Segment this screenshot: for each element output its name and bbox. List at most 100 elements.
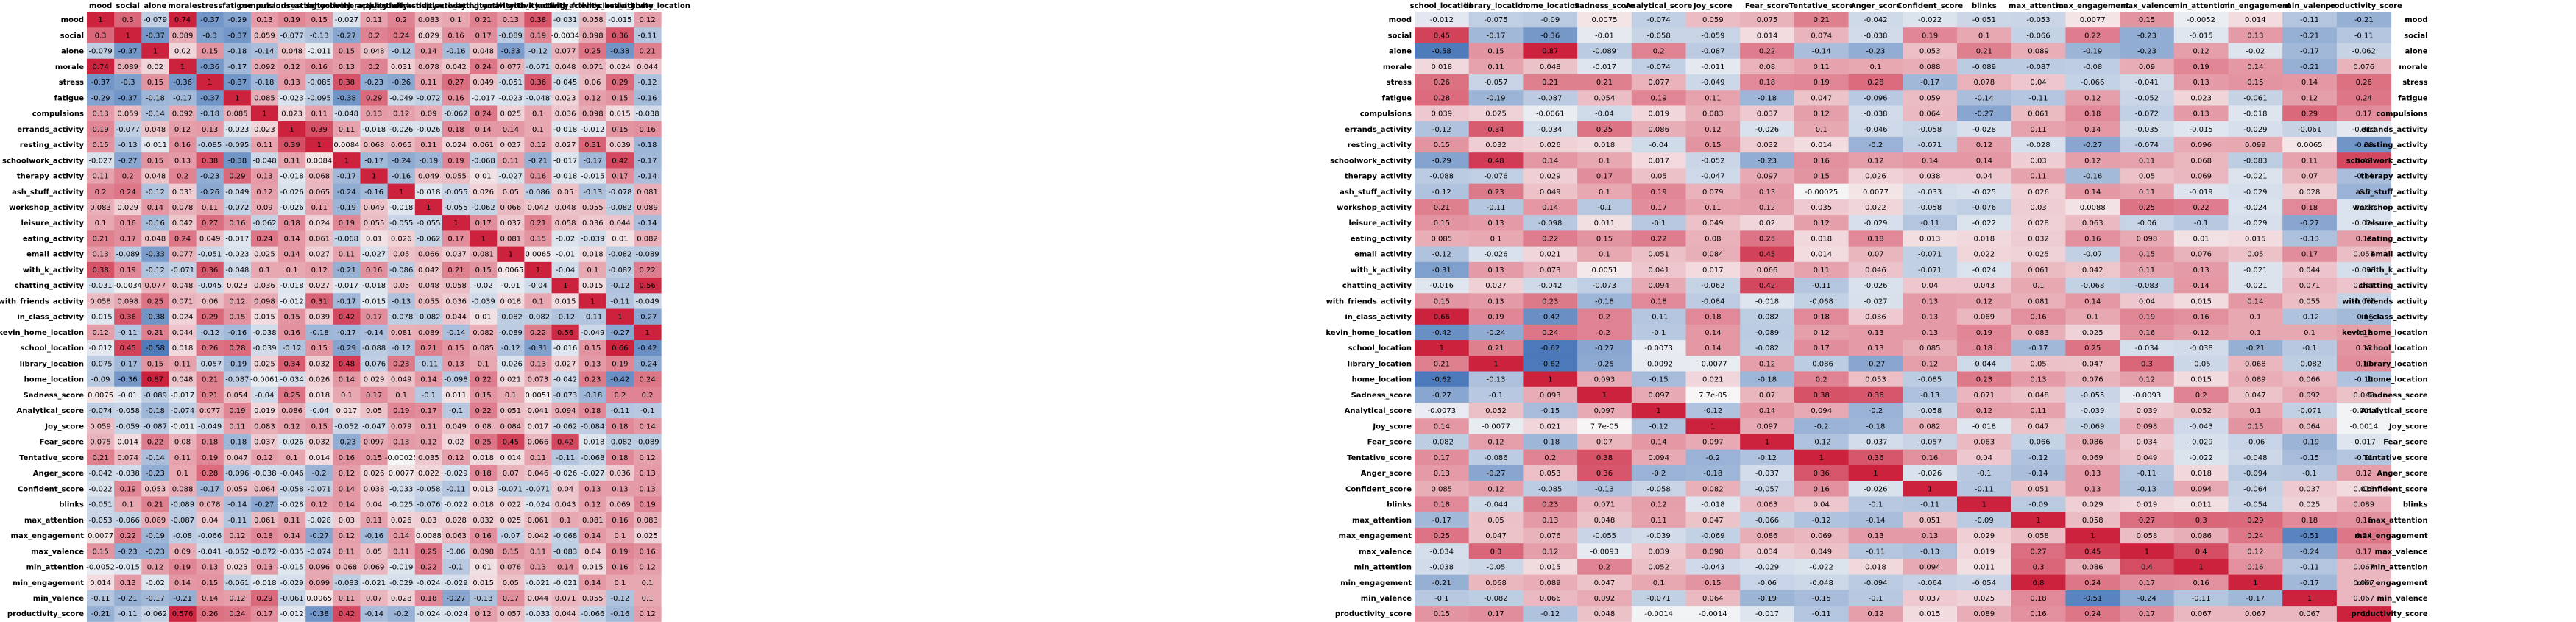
cell-value-label: -0.36 [1540,32,1560,40]
cell-value-label: 0.74 [174,16,191,24]
cell-value-label: 1 [262,110,266,119]
cell-value-label: 0.026 [308,376,330,384]
cell-value-label: 0.015 [254,314,275,322]
cell-value-label: 0.22 [475,376,492,384]
cell-value-label: 0.18 [1705,314,1721,322]
cell-value-label: 0.16 [1814,485,1830,493]
cell-value-label: 0.29 [256,595,272,603]
heatmap-cell [114,324,142,341]
cell-value-label: -0.38 [146,314,165,322]
cell-value-label: -0.049 [198,423,222,431]
cell-value-label: 0.01 [2193,235,2209,243]
column-label-errands-activity: errands_activity [258,2,325,10]
cell-value-label: -0.11 [1812,282,1831,290]
cell-value-label: 0.2 [1816,376,1827,384]
cell-value-label: 0.12 [1651,501,1667,509]
heatmap-cell [634,261,662,278]
cell-value-label: 0.15 [2247,423,2263,431]
heatmap-cell [414,246,443,263]
row-label-max-attention: max_attention [1352,517,1412,525]
cell-value-label: -0.62 [1432,376,1451,384]
heatmap-cell [442,324,470,341]
cell-value-label: 0.14 [1542,204,1558,212]
heatmap-cell [551,136,580,153]
cell-value-label: 0.16 [2247,564,2263,572]
cell-value-label: 1 [481,235,485,243]
heatmap-cell [551,246,580,263]
cell-value-label: 0.098 [473,548,494,556]
cell-value-label: -0.012 [280,610,304,618]
cell-value-label: 0.12 [1487,485,1504,493]
cell-value-label: 0.05 [366,407,382,415]
cell-value-label: -0.034 [1538,126,1562,134]
row-label-leisure-activity: leisure_activity [1348,219,1412,227]
heatmap-cell [278,230,306,247]
cell-value-label: 0.084 [500,423,522,431]
cell-value-label: -0.23 [1866,48,1886,56]
cell-value-label: -0.19 [227,360,247,368]
row-label-home-location: home_location [1352,376,1412,384]
cell-value-label: 0.1 [259,266,271,275]
cell-value-label: 0.015 [2190,376,2212,384]
heatmap-cell [524,403,553,419]
heatmap-cell [360,464,389,481]
cell-value-label: 0.0051 [1591,266,1617,275]
cell-value-label: 0.11 [2030,173,2046,181]
cell-value-label: -0.11 [610,297,629,305]
cell-value-label: 0.24 [120,188,136,197]
cell-value-label: 0.015 [609,110,631,119]
cell-value-label: 0.12 [311,266,328,275]
right-row-label-therapy-activity: therapy_activity [2360,173,2428,181]
right-row-label-in-class-activity: in_class_activity [2361,314,2428,322]
cell-value-label: -0.057 [1755,485,1779,493]
cell-value-label: -0.046 [280,470,304,478]
heatmap-cell [606,215,634,231]
cell-value-label: -0.02 [474,282,493,290]
cell-value-label: -0.23 [2137,32,2156,40]
right-row-label-school-location: school_location [2364,344,2427,353]
cell-value-label: 1 [317,141,322,149]
cell-value-label: 0.1 [478,360,489,368]
cell-value-label: 0.13 [202,126,218,134]
heatmap-cell [141,168,169,185]
heatmap-cell [634,27,662,43]
cell-value-label: 0.1 [642,579,654,587]
cell-value-label: 0.03 [2030,204,2046,212]
cell-value-label: -0.079 [144,16,167,24]
cell-value-label: 0.12 [1976,297,1992,305]
heatmap-cell [442,90,470,106]
cell-value-label: 0.24 [475,63,492,71]
cell-value-label: -0.62 [1540,360,1560,368]
heatmap-cell [141,371,169,388]
heatmap-cell [634,308,662,325]
cell-value-label: -0.14 [447,329,466,337]
cell-value-label: 0.013 [1919,235,1941,243]
cell-value-label: -0.018 [389,204,413,212]
heatmap-cell [278,324,306,341]
heatmap-cell [606,261,634,278]
cell-value-label: 0.025 [1485,110,1507,119]
cell-value-label: 0.052 [1485,407,1507,415]
row-label-alone: alone [1389,48,1412,56]
cell-value-label: -0.051 [88,501,112,509]
cell-value-label: 0.021 [1702,376,1724,384]
cell-value-label: -0.018 [252,579,276,587]
cell-value-label: 0.0075 [88,392,113,400]
heatmap-cell [223,449,252,466]
heatmap-cell [360,246,389,263]
cell-value-label: -0.24 [392,157,411,165]
row-label-school-location: school_location [21,344,84,353]
column-label-confident-score: Confident_score [1897,2,1963,10]
cell-value-label: 1 [2253,579,2257,587]
cell-value-label: -0.18 [1595,297,1614,305]
cell-value-label: 0.1 [614,579,626,587]
cell-value-label: 0.24 [256,235,272,243]
heatmap-cell [497,278,525,294]
heatmap-cell [223,278,252,294]
heatmap-cell [387,449,416,466]
cell-value-label: -0.1 [1652,329,1666,337]
cell-value-label: -0.3 [202,32,217,40]
cell-value-label: -0.027 [362,251,386,259]
cell-value-label: 0.11 [174,360,191,368]
cell-value-label: 0.039 [1648,548,1669,556]
